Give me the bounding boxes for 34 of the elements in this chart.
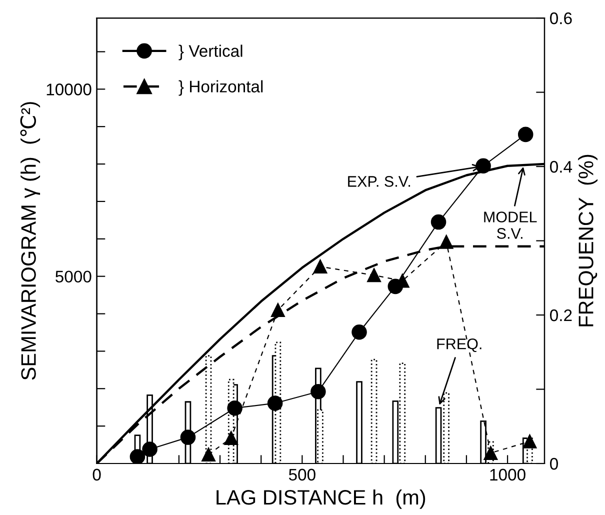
point xyxy=(310,384,326,400)
point xyxy=(202,448,216,462)
annotation: FREQ. xyxy=(437,338,482,352)
point xyxy=(518,126,534,142)
y-tick-label: 10000 xyxy=(46,84,92,96)
annotation: EXP. S.V. xyxy=(348,176,410,187)
point xyxy=(180,430,196,445)
point xyxy=(227,400,242,416)
point xyxy=(522,434,537,448)
point xyxy=(267,396,283,411)
point xyxy=(430,214,446,230)
x-axis-title: LAG DISTANCE h (m) xyxy=(216,489,426,509)
point xyxy=(130,449,146,464)
x-tick-label: 0 xyxy=(92,468,101,481)
point xyxy=(352,324,367,340)
point xyxy=(484,446,498,460)
annotation: MODEL S.V. xyxy=(484,212,537,239)
y2-axis-title: FREQUENCY (%) xyxy=(578,154,598,326)
y-tick-label: 5000 xyxy=(56,270,92,283)
y2-tick-label: 0.2 xyxy=(550,309,572,322)
legend-label: } Vertical xyxy=(178,44,242,60)
x-tick-label: 1000 xyxy=(490,468,526,481)
legend-label: } Horizontal xyxy=(178,80,263,96)
point xyxy=(367,268,381,282)
y2-tick-label: 0.6 xyxy=(550,12,572,24)
point xyxy=(224,431,238,445)
point xyxy=(270,303,285,317)
point xyxy=(142,442,158,457)
point xyxy=(313,260,328,274)
y2-tick-label: 0 xyxy=(550,458,558,470)
y2-tick-label: 0.4 xyxy=(550,160,572,173)
y-axis-title: SEMIVARIOGRAM γ (h) (℃²) xyxy=(20,102,40,380)
x-tick-label: 500 xyxy=(288,468,316,481)
point xyxy=(439,234,454,249)
